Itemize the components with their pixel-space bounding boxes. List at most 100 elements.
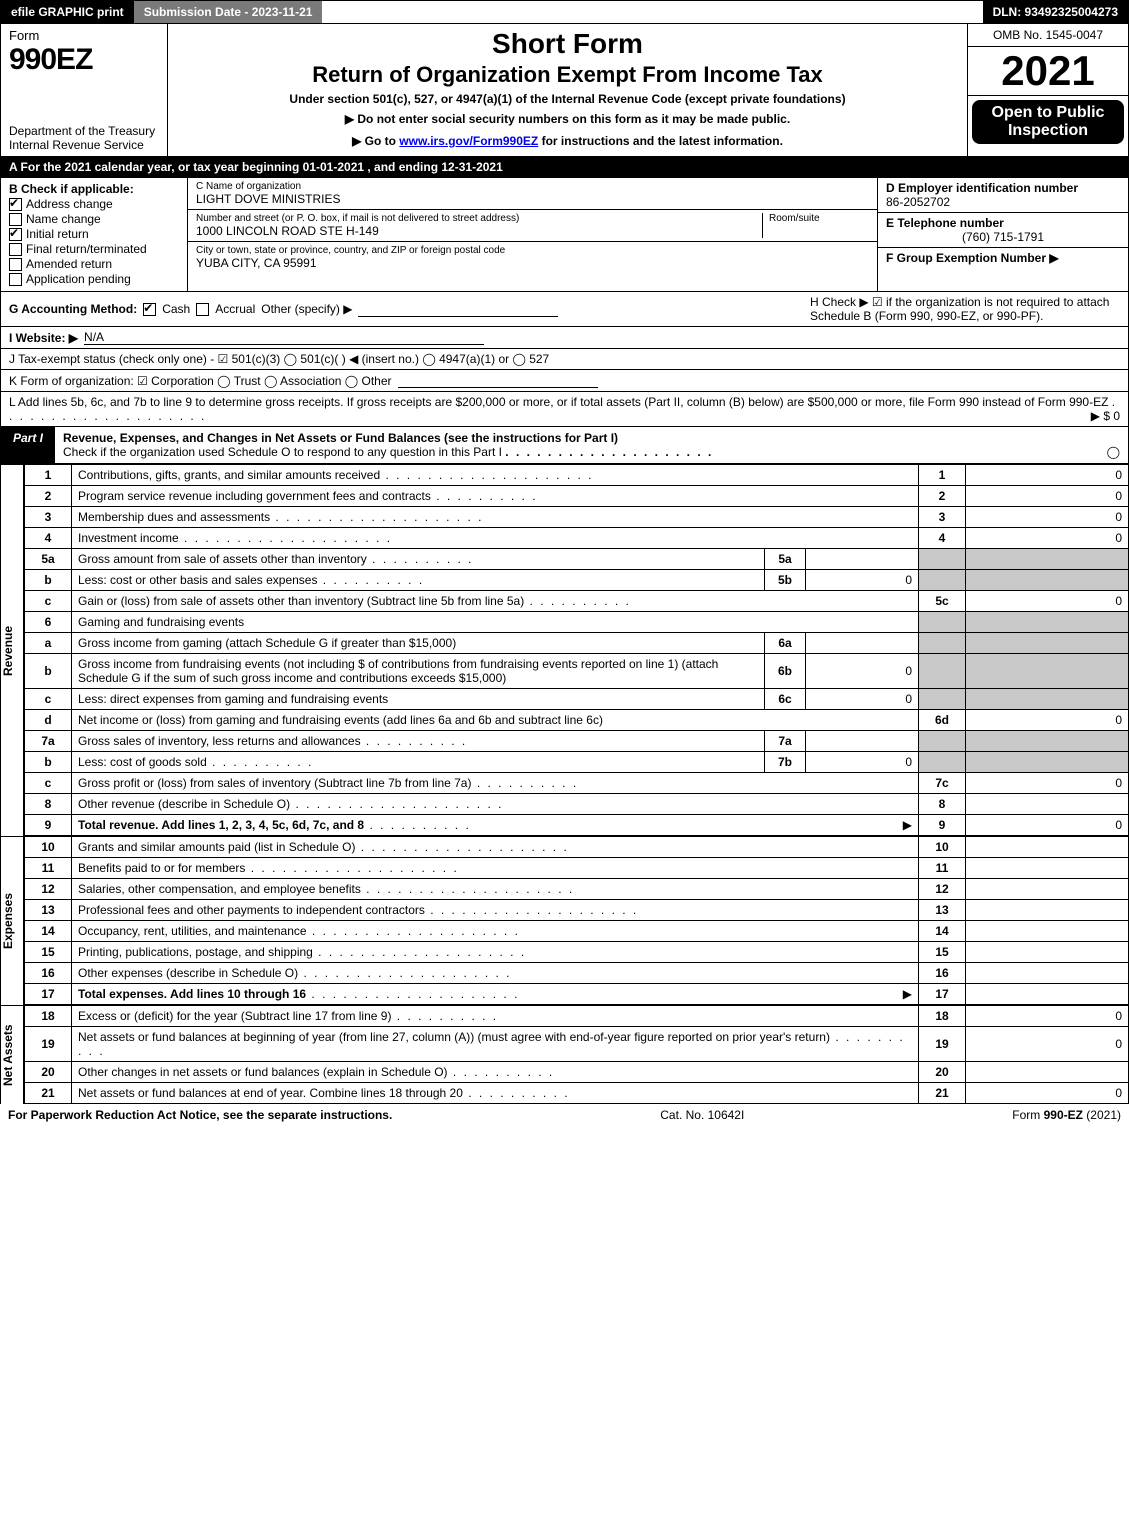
row-13: 13Professional fees and other payments t… <box>25 900 1129 921</box>
chk-final-return[interactable]: Final return/terminated <box>9 242 179 256</box>
footer-right: Form 990-EZ (2021) <box>1012 1108 1121 1122</box>
efile-label: efile GRAPHIC print <box>1 1 134 23</box>
row-7a: 7aGross sales of inventory, less returns… <box>25 731 1129 752</box>
row-3: 3Membership dues and assessments30 <box>25 507 1129 528</box>
row-17: 17Total expenses. Add lines 10 through 1… <box>25 984 1129 1005</box>
omb-number: OMB No. 1545-0047 <box>968 24 1128 47</box>
row-15: 15Printing, publications, postage, and s… <box>25 942 1129 963</box>
ein-value: 86-2052702 <box>886 195 950 209</box>
row-19: 19Net assets or fund balances at beginni… <box>25 1027 1129 1062</box>
org-city: YUBA CITY, CA 95991 <box>196 256 869 270</box>
chk-application-pending[interactable]: Application pending <box>9 272 179 286</box>
part1-title: Revenue, Expenses, and Changes in Net As… <box>63 431 618 445</box>
row-6c: cLess: direct expenses from gaming and f… <box>25 689 1129 710</box>
form-label: Form <box>9 28 159 43</box>
chk-name-change[interactable]: Name change <box>9 212 179 226</box>
dln-label: DLN: 93492325004273 <box>983 1 1128 23</box>
header-right: OMB No. 1545-0047 2021 Open to Public In… <box>967 24 1128 156</box>
row-1: 1Contributions, gifts, grants, and simil… <box>25 465 1129 486</box>
section-b-heading: B Check if applicable: <box>9 182 179 196</box>
row-6a: aGross income from gaming (attach Schedu… <box>25 633 1129 654</box>
row-20: 20Other changes in net assets or fund ba… <box>25 1062 1129 1083</box>
chk-address-change[interactable]: Address change <box>9 197 179 211</box>
checkbox-icon <box>196 303 209 316</box>
ein-cell: D Employer identification number 86-2052… <box>878 178 1128 213</box>
line-h: H Check ▶ ☑ if the organization is not r… <box>810 295 1120 323</box>
checkbox-icon <box>9 228 22 241</box>
expenses-section: Expenses 10Grants and similar amounts pa… <box>0 836 1129 1005</box>
telephone-cell: E Telephone number (760) 715-1791 <box>878 213 1128 248</box>
subtitle: Under section 501(c), 527, or 4947(a)(1)… <box>289 92 845 106</box>
form-number: 990EZ <box>9 43 159 77</box>
part1-header: Part I Revenue, Expenses, and Changes in… <box>0 427 1129 464</box>
org-name: LIGHT DOVE MINISTRIES <box>196 192 869 206</box>
form-of-organization: K Form of organization: ☑ Corporation ◯ … <box>9 374 392 388</box>
irs-link[interactable]: www.irs.gov/Form990EZ <box>399 134 538 148</box>
instruction-ssn: ▶ Do not enter social security numbers o… <box>345 112 790 126</box>
title-return: Return of Organization Exempt From Incom… <box>312 62 823 88</box>
row-4: 4Investment income40 <box>25 528 1129 549</box>
line-g-h: G Accounting Method: Cash Accrual Other … <box>0 292 1129 327</box>
line-l: L Add lines 5b, 6c, and 7b to line 9 to … <box>0 392 1129 427</box>
section-c: C Name of organization LIGHT DOVE MINIST… <box>188 178 877 291</box>
revenue-section: Revenue 1Contributions, gifts, grants, a… <box>0 464 1129 836</box>
line-a: A For the 2021 calendar year, or tax yea… <box>0 157 1129 178</box>
row-2: 2Program service revenue including gover… <box>25 486 1129 507</box>
row-6b: bGross income from fundraising events (n… <box>25 654 1129 689</box>
header-left: Form 990EZ Department of the Treasury In… <box>1 24 168 156</box>
dept-label: Department of the Treasury Internal Reve… <box>9 124 159 152</box>
row-21: 21Net assets or fund balances at end of … <box>25 1083 1129 1104</box>
row-6d: dNet income or (loss) from gaming and fu… <box>25 710 1129 731</box>
row-16: 16Other expenses (describe in Schedule O… <box>25 963 1129 984</box>
footer-left: For Paperwork Reduction Act Notice, see … <box>8 1108 392 1122</box>
line-g-label: G Accounting Method: <box>9 302 137 316</box>
netassets-section: Net Assets 18Excess or (deficit) for the… <box>0 1005 1129 1104</box>
section-bcd: B Check if applicable: Address change Na… <box>0 178 1129 292</box>
website-value: N/A <box>84 330 484 345</box>
section-b: B Check if applicable: Address change Na… <box>1 178 188 291</box>
row-10: 10Grants and similar amounts paid (list … <box>25 837 1129 858</box>
chk-amended-return[interactable]: Amended return <box>9 257 179 271</box>
page-footer: For Paperwork Reduction Act Notice, see … <box>0 1104 1129 1126</box>
tax-exempt-status: J Tax-exempt status (check only one) - ☑… <box>9 352 549 366</box>
footer-center: Cat. No. 10642I <box>660 1108 744 1122</box>
netassets-vlabel: Net Assets <box>0 1005 24 1104</box>
tax-year: 2021 <box>968 47 1128 96</box>
chk-initial-return[interactable]: Initial return <box>9 227 179 241</box>
checkbox-icon <box>9 213 22 226</box>
row-9: 9Total revenue. Add lines 1, 2, 3, 4, 5c… <box>25 815 1129 836</box>
revenue-vlabel: Revenue <box>0 464 24 836</box>
row-7c: cGross profit or (loss) from sales of in… <box>25 773 1129 794</box>
line-j: J Tax-exempt status (check only one) - ☑… <box>0 349 1129 370</box>
row-12: 12Salaries, other compensation, and empl… <box>25 879 1129 900</box>
org-address-cell: Number and street (or P. O. box, if mail… <box>188 210 877 242</box>
row-5b: bLess: cost or other basis and sales exp… <box>25 570 1129 591</box>
row-5a: 5aGross amount from sale of assets other… <box>25 549 1129 570</box>
telephone-value: (760) 715-1791 <box>886 230 1120 244</box>
expenses-vlabel: Expenses <box>0 836 24 1005</box>
line-k: K Form of organization: ☑ Corporation ◯ … <box>0 370 1129 392</box>
checkbox-icon <box>143 303 156 316</box>
row-6: 6Gaming and fundraising events <box>25 612 1129 633</box>
row-11: 11Benefits paid to or for members11 <box>25 858 1129 879</box>
checkbox-icon <box>9 273 22 286</box>
header-center: Short Form Return of Organization Exempt… <box>168 24 967 156</box>
org-city-cell: City or town, state or province, country… <box>188 242 877 273</box>
line-l-amount: ▶ $ 0 <box>1091 409 1120 423</box>
row-7b: bLess: cost of goods sold7b0 <box>25 752 1129 773</box>
netassets-table: 18Excess or (deficit) for the year (Subt… <box>24 1005 1129 1104</box>
submission-date: Submission Date - 2023-11-21 <box>134 1 323 23</box>
checkbox-icon <box>9 198 22 211</box>
part1-tab: Part I <box>1 427 55 463</box>
row-5c: cGain or (loss) from sale of assets othe… <box>25 591 1129 612</box>
form-header: Form 990EZ Department of the Treasury In… <box>0 24 1129 157</box>
open-to-public: Open to Public Inspection <box>972 100 1124 144</box>
topbar: efile GRAPHIC print Submission Date - 20… <box>0 0 1129 24</box>
group-exemption-cell: F Group Exemption Number ▶ <box>878 248 1128 268</box>
expenses-table: 10Grants and similar amounts paid (list … <box>24 836 1129 1005</box>
row-14: 14Occupancy, rent, utilities, and mainte… <box>25 921 1129 942</box>
checkbox-icon <box>9 243 22 256</box>
instruction-link: ▶ Go to www.irs.gov/Form990EZ for instru… <box>352 134 783 148</box>
revenue-table: 1Contributions, gifts, grants, and simil… <box>24 464 1129 836</box>
org-name-cell: C Name of organization LIGHT DOVE MINIST… <box>188 178 877 210</box>
